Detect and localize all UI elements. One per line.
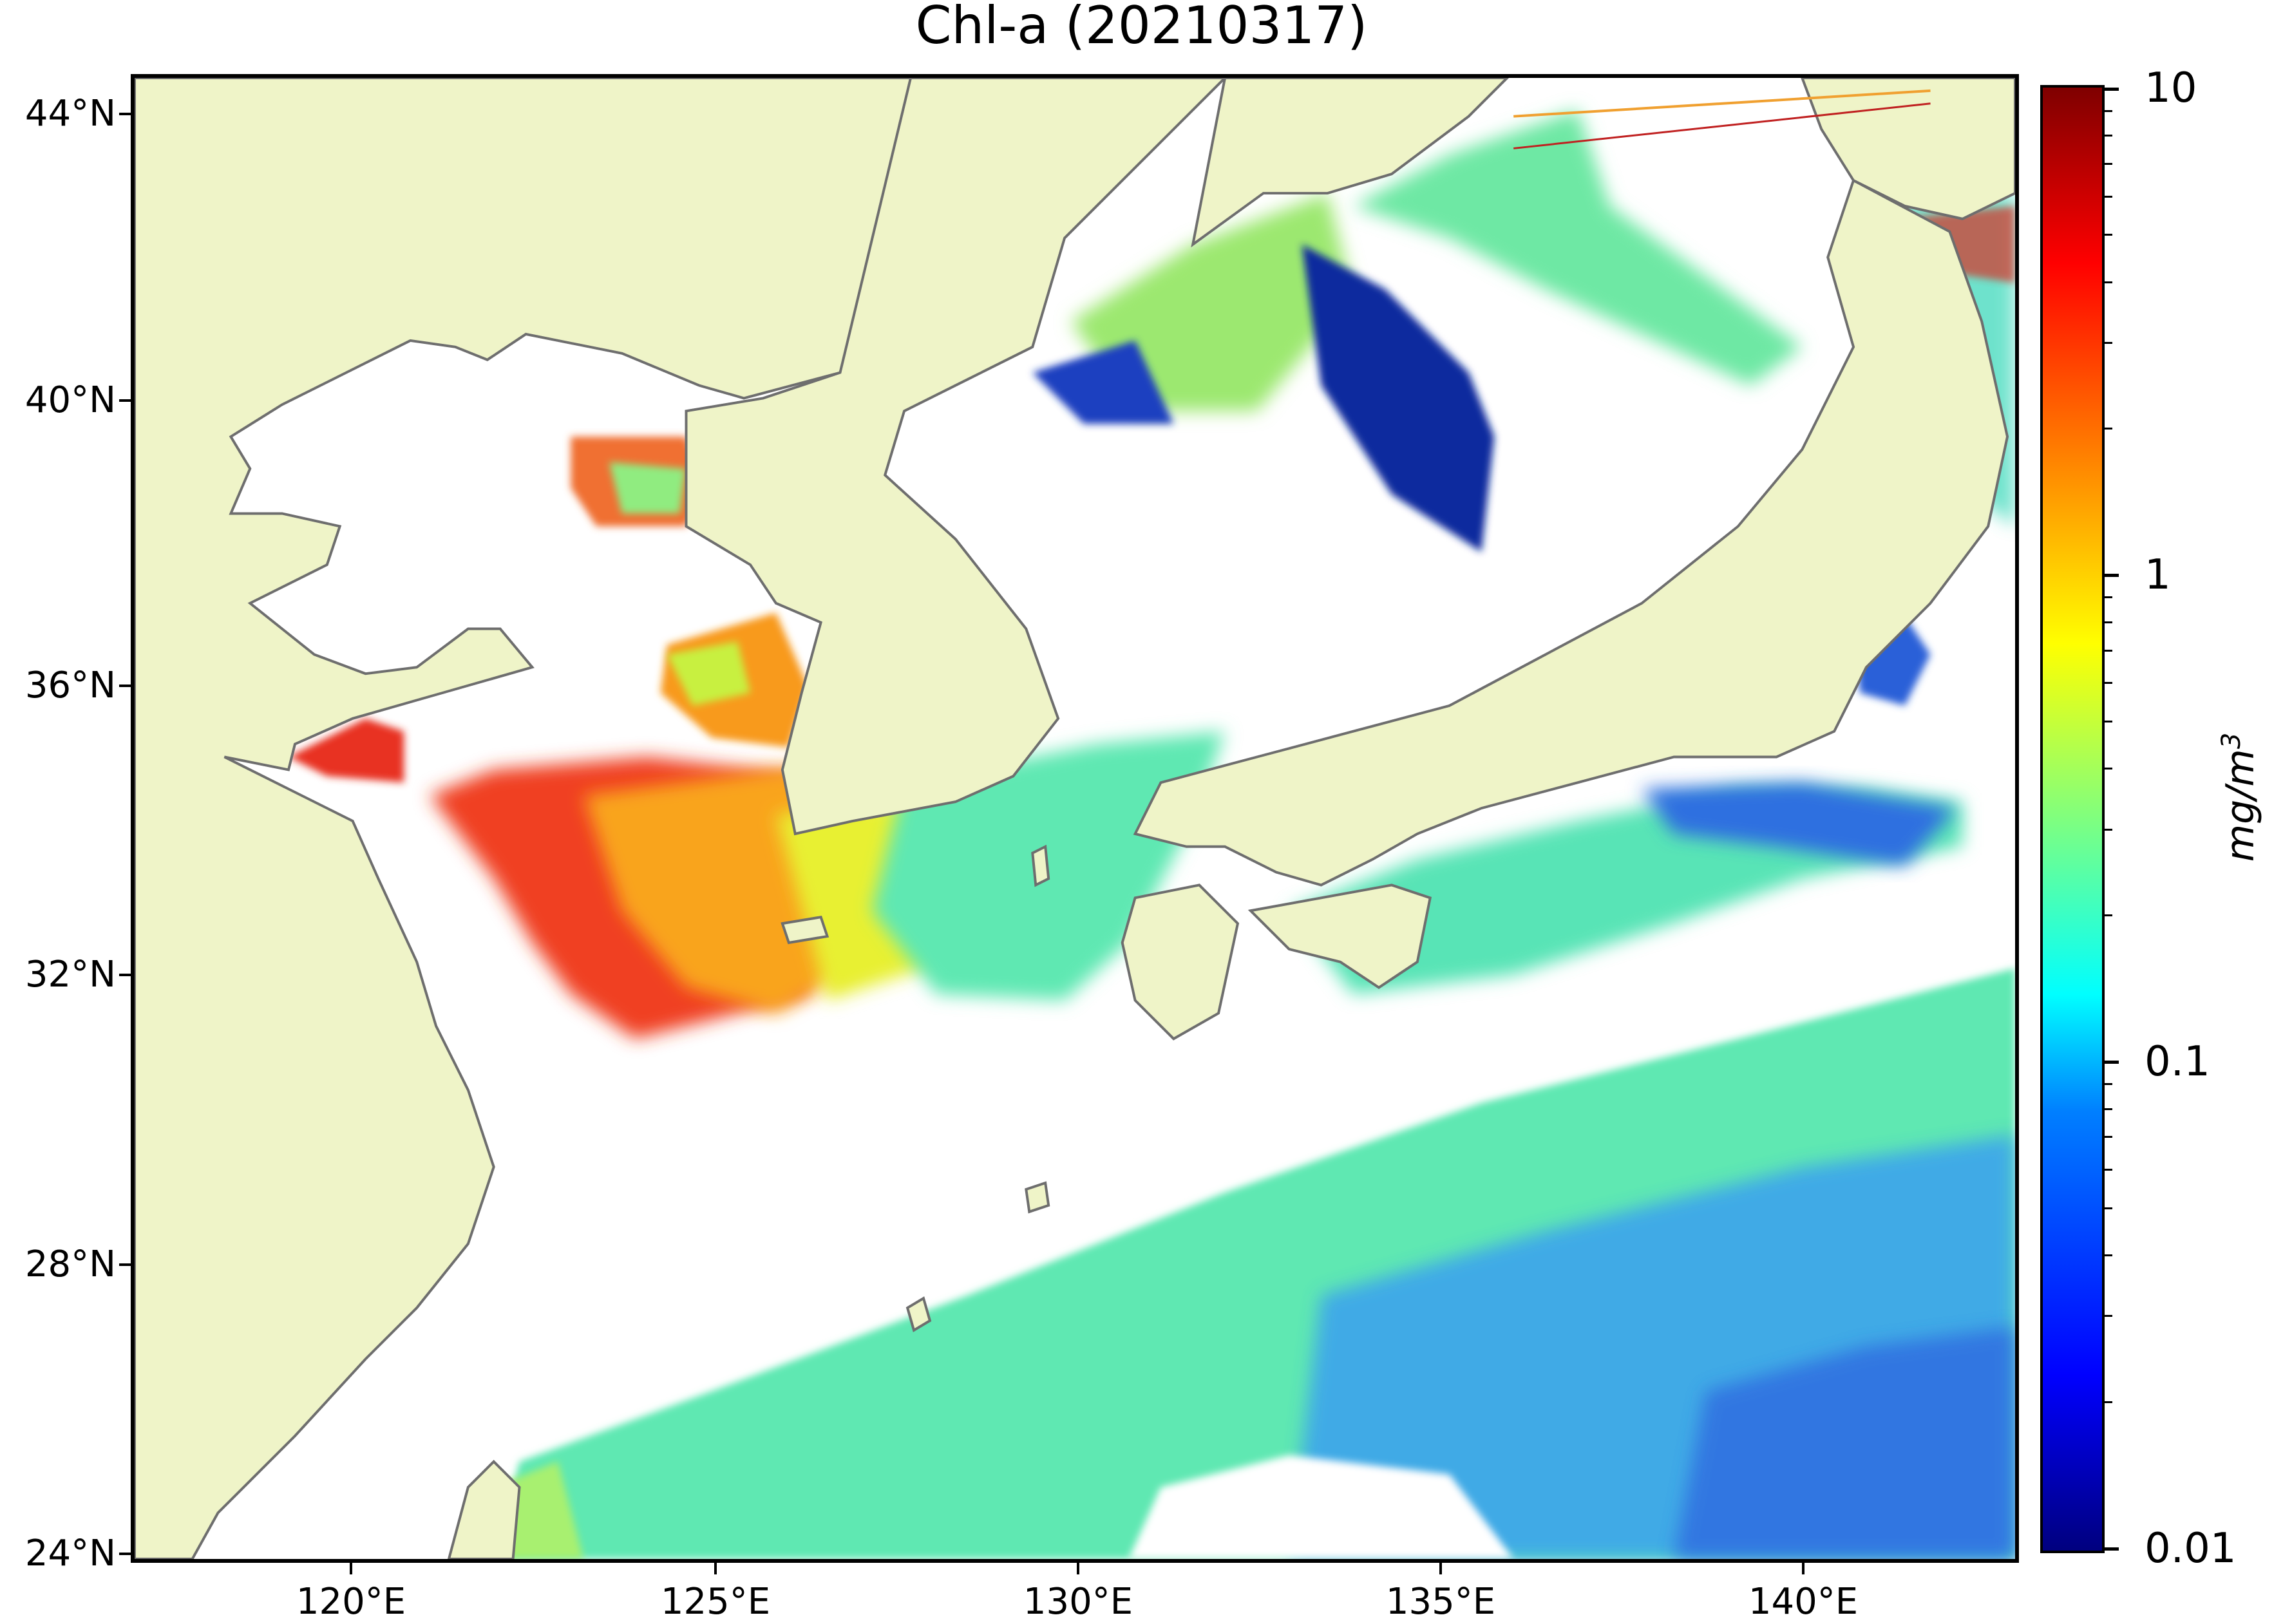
land-tsushima — [1031, 844, 1050, 887]
land-taiwan — [447, 1459, 521, 1559]
colorbar — [2040, 85, 2105, 1553]
land-okinawa — [905, 1296, 932, 1332]
colorbar-tick-mark — [2105, 88, 2119, 91]
lat-tick-label: 28°N — [24, 1243, 116, 1285]
lat-tick-label: 40°N — [24, 379, 116, 421]
chl-field-pacific-cloud — [1128, 1455, 1514, 1559]
colorbar-minor-tick — [2105, 135, 2112, 137]
lat-tick-mark — [119, 399, 131, 402]
lat-tick-mark — [119, 685, 131, 687]
colorbar-minor-tick — [2105, 1254, 2112, 1256]
land-masses — [135, 78, 2015, 1559]
colorbar-unit-exponent: 3 — [2217, 732, 2246, 750]
colorbar-unit-prefix: mg/m — [2218, 749, 2263, 862]
colorbar-minor-tick — [2105, 596, 2112, 598]
lon-tick-mark — [714, 1563, 717, 1574]
colorbar-minor-tick — [2105, 682, 2112, 684]
colorbar-minor-tick — [2105, 621, 2112, 623]
swath-line-2 — [1513, 102, 1931, 149]
chlorophyll-map — [135, 78, 2015, 1559]
colorbar-minor-tick — [2105, 768, 2112, 770]
colorbar-tick-mark — [2105, 1547, 2119, 1551]
land-amami — [1025, 1181, 1050, 1214]
colorbar-minor-tick — [2105, 234, 2112, 236]
satellite-swath-artifact — [1513, 89, 1931, 149]
chl-field-bohai-patch-green — [609, 462, 687, 514]
chl-field-yellow-sea-patch-green — [667, 641, 751, 706]
colorbar-tick-mark — [2105, 574, 2119, 577]
colorbar-tick-label: 0.1 — [2145, 1038, 2210, 1086]
map-panel — [131, 74, 2019, 1563]
colorbar-minor-tick — [2105, 110, 2112, 112]
lon-tick-label: 140°E — [1748, 1581, 1859, 1623]
swath-line-1 — [1513, 89, 1931, 118]
colorbar-minor-tick — [2105, 1136, 2112, 1138]
chl-field-japan-sea-deepblue — [1302, 244, 1495, 552]
lat-tick-mark — [119, 974, 131, 976]
colorbar-tick-label: 10 — [2145, 64, 2197, 112]
lon-tick-label: 120°E — [296, 1581, 406, 1623]
colorbar-minor-tick — [2105, 281, 2112, 283]
lon-tick-label: 130°E — [1023, 1581, 1133, 1623]
colorbar-minor-tick — [2105, 914, 2112, 916]
figure-title: Chl-a (20210317) — [915, 0, 1368, 55]
colorbar-minor-tick — [2105, 721, 2112, 722]
colorbar-minor-tick — [2105, 1207, 2112, 1209]
colorbar-minor-tick — [2105, 196, 2112, 198]
lat-tick-label: 32°N — [24, 954, 116, 996]
land-jeju — [781, 915, 829, 945]
land-russia-north — [1191, 78, 1510, 248]
land-shikoku — [1247, 883, 1432, 990]
colorbar-unit-label: mg/m3 — [2217, 733, 2263, 862]
colorbar-tick-label: 1 — [2145, 551, 2171, 599]
chl-field-pacific-deepblue — [1674, 1327, 2015, 1559]
colorbar-minor-tick — [2105, 1401, 2112, 1403]
lat-tick-label: 36°N — [24, 665, 116, 706]
colorbar-minor-tick — [2105, 1169, 2112, 1171]
colorbar-minor-tick — [2105, 1083, 2112, 1085]
land-korea — [685, 78, 1227, 836]
colorbar-tick-label: 0.01 — [2145, 1525, 2237, 1572]
lon-tick-label: 135°E — [1385, 1581, 1496, 1623]
colorbar-minor-tick — [2105, 650, 2112, 652]
land-kyushu — [1121, 883, 1240, 1041]
land-china — [135, 78, 913, 1559]
lat-tick-label: 44°N — [24, 93, 116, 135]
lon-tick-mark — [350, 1563, 352, 1574]
chl-field-hokkaido-sea — [1353, 109, 1803, 386]
land-hokkaido — [1801, 78, 2015, 220]
colorbar-minor-tick — [2105, 829, 2112, 831]
colorbar-minor-tick — [2105, 342, 2112, 344]
colorbar-minor-tick — [2105, 163, 2112, 165]
lat-tick-mark — [119, 113, 131, 115]
chl-field-shandong-red — [289, 718, 404, 783]
land-honshu — [1133, 178, 2009, 887]
chl-field-boso-blue — [1642, 782, 1956, 866]
colorbar-minor-tick — [2105, 428, 2112, 430]
lon-tick-label: 125°E — [660, 1581, 771, 1623]
chlorophyll-field — [289, 109, 2015, 1559]
lat-tick-label: 24°N — [24, 1533, 116, 1574]
lat-tick-mark — [119, 1263, 131, 1266]
colorbar-minor-tick — [2105, 1315, 2112, 1317]
colorbar-tick-mark — [2105, 1061, 2119, 1064]
lon-tick-mark — [1077, 1563, 1079, 1574]
lat-tick-mark — [119, 1553, 131, 1555]
lon-tick-mark — [1802, 1563, 1805, 1574]
colorbar-minor-tick — [2105, 1108, 2112, 1110]
chl-field-japan-sea-blue — [1032, 340, 1174, 424]
lon-tick-mark — [1439, 1563, 1442, 1574]
